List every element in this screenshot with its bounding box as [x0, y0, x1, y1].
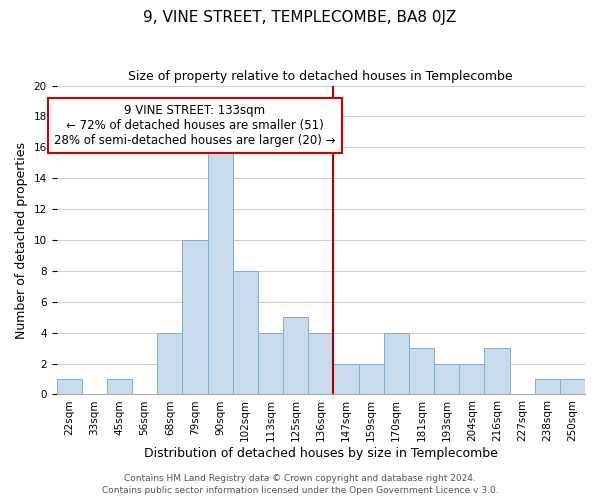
- Bar: [560, 379, 585, 394]
- Bar: [208, 132, 233, 394]
- Title: Size of property relative to detached houses in Templecombe: Size of property relative to detached ho…: [128, 70, 513, 83]
- Bar: [308, 332, 334, 394]
- Bar: [334, 364, 359, 394]
- Bar: [535, 379, 560, 394]
- Bar: [409, 348, 434, 395]
- Bar: [233, 271, 258, 394]
- Text: 9 VINE STREET: 133sqm
← 72% of detached houses are smaller (51)
28% of semi-deta: 9 VINE STREET: 133sqm ← 72% of detached …: [54, 104, 335, 147]
- Bar: [484, 348, 509, 395]
- Bar: [459, 364, 484, 394]
- Bar: [258, 332, 283, 394]
- Bar: [107, 379, 132, 394]
- X-axis label: Distribution of detached houses by size in Templecombe: Distribution of detached houses by size …: [144, 447, 498, 460]
- Bar: [434, 364, 459, 394]
- Bar: [56, 379, 82, 394]
- Bar: [283, 317, 308, 394]
- Y-axis label: Number of detached properties: Number of detached properties: [15, 142, 28, 338]
- Bar: [359, 364, 383, 394]
- Bar: [182, 240, 208, 394]
- Bar: [157, 332, 182, 394]
- Text: Contains HM Land Registry data © Crown copyright and database right 2024.
Contai: Contains HM Land Registry data © Crown c…: [101, 474, 499, 495]
- Bar: [383, 332, 409, 394]
- Text: 9, VINE STREET, TEMPLECOMBE, BA8 0JZ: 9, VINE STREET, TEMPLECOMBE, BA8 0JZ: [143, 10, 457, 25]
